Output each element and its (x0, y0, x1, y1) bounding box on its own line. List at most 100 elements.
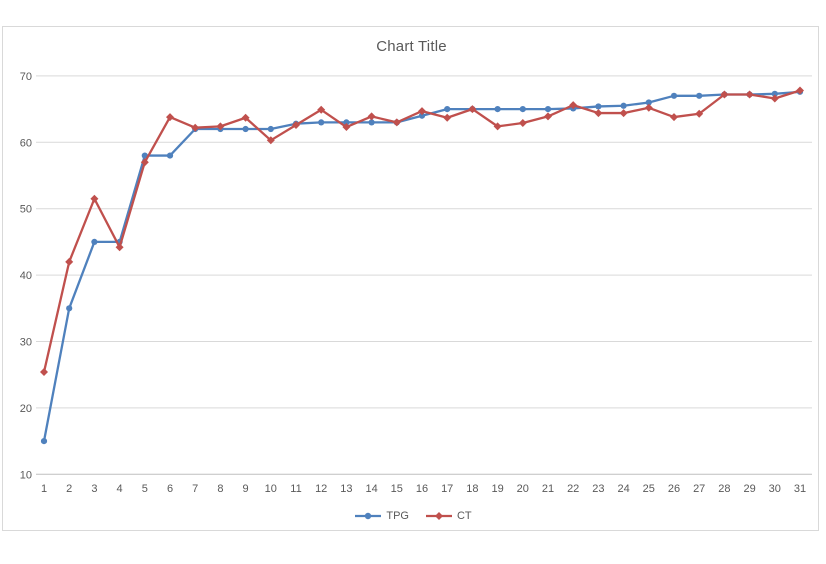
data-point-ct (418, 107, 426, 116)
data-point-tpg (343, 119, 350, 126)
data-point-ct (796, 86, 804, 95)
data-point-ct (115, 243, 124, 252)
data-point-ct (166, 113, 174, 122)
x-tick-label: 12 (315, 483, 327, 495)
data-point-ct (518, 119, 527, 128)
data-point-tpg (696, 92, 703, 99)
data-point-ct (317, 105, 326, 114)
data-point-tpg (368, 119, 375, 126)
x-tick-label: 18 (466, 483, 478, 495)
data-point-ct (569, 101, 578, 110)
x-tick-label: 29 (743, 483, 755, 495)
series-line-ct (42, 89, 802, 374)
data-point-tpg (66, 305, 73, 312)
x-tick-label: 25 (643, 483, 655, 495)
data-point-tpg (494, 106, 501, 113)
x-tick-label: 1 (41, 483, 47, 495)
data-point-ct (65, 257, 74, 266)
x-tick-label: 21 (542, 483, 554, 495)
chart-frame[interactable] (2, 26, 819, 531)
data-point-ct (266, 136, 275, 145)
data-point-ct (342, 123, 351, 132)
data-point-tpg (40, 438, 48, 445)
data-point-ct (292, 121, 300, 130)
series-line-tpg (42, 90, 802, 443)
y-tick-label: 50 (20, 204, 32, 216)
x-tick-label: 10 (265, 483, 277, 495)
x-tick-label: 28 (718, 483, 730, 495)
y-tick-label: 30 (20, 337, 32, 349)
x-tick-label: 27 (693, 483, 705, 495)
y-tick-label: 40 (20, 270, 32, 282)
data-point-ct (367, 112, 376, 121)
x-tick-label: 31 (794, 483, 806, 495)
data-point-tpg (595, 103, 602, 110)
y-tick-label: 60 (20, 137, 32, 149)
data-point-tpg (645, 99, 652, 106)
data-point-ct (140, 158, 149, 167)
x-tick-label: 8 (217, 483, 223, 495)
data-point-tpg (544, 106, 552, 113)
x-tick-label: 17 (441, 483, 453, 495)
x-tick-label: 6 (167, 483, 173, 495)
x-tick-label: 15 (391, 483, 403, 495)
x-tick-label: 2 (66, 483, 72, 495)
x-tick-label: 30 (769, 483, 781, 495)
y-tick-label: 70 (20, 71, 32, 83)
data-point-ct (493, 122, 502, 131)
x-tick-label: 7 (192, 483, 198, 495)
data-point-ct (695, 109, 704, 118)
data-point-ct (745, 90, 754, 99)
data-point-ct (40, 368, 48, 377)
x-tick-label: 4 (117, 483, 123, 495)
x-tick-label: 22 (567, 483, 579, 495)
legend-item-ct[interactable]: CT (425, 510, 472, 522)
data-point-ct (544, 112, 552, 121)
x-tick-label: 11 (290, 483, 301, 495)
data-point-tpg (91, 238, 98, 245)
data-point-tpg (771, 90, 778, 97)
data-point-ct (392, 118, 401, 127)
data-point-ct (770, 94, 779, 103)
data-point-ct (216, 122, 225, 131)
x-tick-label: 5 (142, 483, 148, 495)
data-point-ct (644, 103, 653, 112)
legend-label-tpg: TPG (386, 510, 409, 522)
legend-label-ct: CT (456, 510, 472, 522)
tpg-series-marker-icon (355, 512, 382, 520)
data-point-ct (241, 113, 250, 122)
x-tick-label: 23 (592, 483, 604, 495)
data-point-tpg (670, 92, 678, 99)
x-tick-label: 9 (243, 483, 249, 495)
legend-item-tpg[interactable]: TPG (354, 510, 409, 522)
data-point-ct (191, 123, 200, 132)
data-point-ct (619, 109, 628, 118)
data-point-ct (594, 109, 603, 118)
data-point-tpg (418, 112, 426, 119)
y-tick-label: 20 (20, 403, 32, 415)
data-point-ct (670, 113, 678, 122)
data-point-tpg (242, 125, 249, 133)
chart-title[interactable]: Chart Title (376, 38, 447, 55)
data-point-tpg (318, 119, 325, 126)
x-tick-label: 16 (416, 483, 428, 495)
data-point-ct (468, 105, 477, 114)
data-point-tpg (444, 106, 451, 113)
data-point-tpg (620, 102, 627, 109)
legend: TPG CT (0, 510, 826, 522)
ct-series-marker-icon (425, 512, 452, 520)
data-point-tpg (267, 125, 274, 133)
x-tick-label: 19 (491, 483, 503, 495)
data-point-ct (443, 113, 452, 122)
data-point-ct (720, 90, 729, 99)
data-point-tpg (166, 152, 174, 159)
x-tick-label: 24 (617, 483, 629, 495)
y-tick-label: 10 (20, 469, 32, 481)
data-point-tpg (519, 106, 526, 113)
x-tick-label: 20 (517, 483, 529, 495)
data-point-ct (90, 194, 99, 203)
x-tick-label: 26 (668, 483, 680, 495)
x-tick-label: 14 (365, 483, 377, 495)
